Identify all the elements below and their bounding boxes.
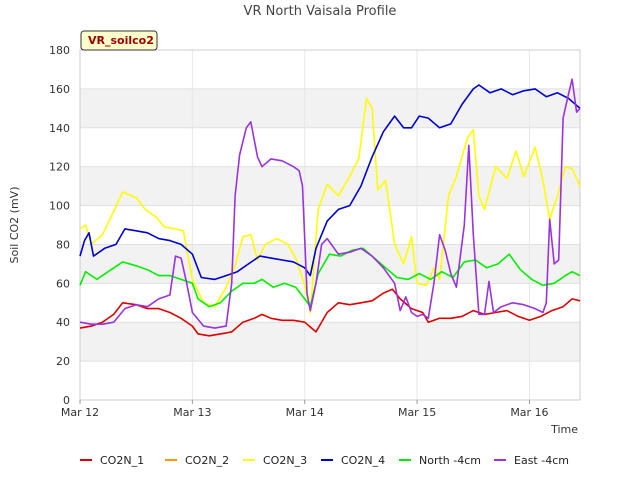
- badge: VR_soilco2: [80, 30, 158, 51]
- y-tick-label: 0: [63, 394, 70, 407]
- y-tick-label: 140: [49, 122, 70, 135]
- chart-title: VR North Vaisala Profile: [244, 4, 397, 19]
- y-axis-label: Soil CO2 (mV): [8, 187, 21, 264]
- x-tick-label: Mar 16: [510, 406, 548, 419]
- legend: CO2N_1 CO2N_2 CO2N_3 CO2N_4 North -4cm East -…: [80, 454, 569, 467]
- y-tick-label: 40: [56, 316, 70, 329]
- x-axis-label: Time: [550, 423, 578, 436]
- x-tick-label: Mar 13: [173, 406, 211, 419]
- x-tick-label: Mar 12: [61, 406, 99, 419]
- band: [80, 322, 580, 362]
- y-axis-ticks: 0 20 40 60 80 100 120 140 160 180: [49, 44, 70, 407]
- y-tick-label: 100: [49, 200, 70, 213]
- x-axis-ticks: Mar 12 Mar 13 Mar 14 Mar 15 Mar 16: [61, 400, 549, 419]
- series-line: [79, 97, 581, 314]
- background-bands: [80, 88, 580, 362]
- x-tick-label: Mar 14: [286, 406, 324, 419]
- legend-label: CO2N_1: [100, 454, 144, 467]
- badge-label: VR_soilco2: [88, 34, 154, 47]
- y-tick-label: 80: [56, 238, 70, 251]
- band: [80, 88, 580, 128]
- series-lines: [79, 78, 581, 337]
- y-tick-label: 20: [56, 355, 70, 368]
- legend-label: CO2N_3: [263, 454, 307, 467]
- series-line: [79, 288, 581, 337]
- band: [80, 244, 580, 284]
- plot-frame: [79, 49, 581, 401]
- badge-box: [80, 30, 158, 51]
- y-tick-label: 160: [49, 83, 70, 96]
- legend-label: CO2N_4: [341, 454, 385, 467]
- legend-label: CO2N_2: [185, 454, 229, 467]
- series-line: [79, 84, 581, 281]
- series-line: [79, 247, 581, 308]
- series-line: [79, 78, 581, 329]
- y-tick-label: 180: [49, 44, 70, 57]
- y-tick-label: 60: [56, 277, 70, 290]
- x-tick-label: Mar 15: [398, 406, 436, 419]
- legend-label: East -4cm: [514, 454, 569, 467]
- y-tick-label: 120: [49, 161, 70, 174]
- legend-label: North -4cm: [419, 454, 481, 467]
